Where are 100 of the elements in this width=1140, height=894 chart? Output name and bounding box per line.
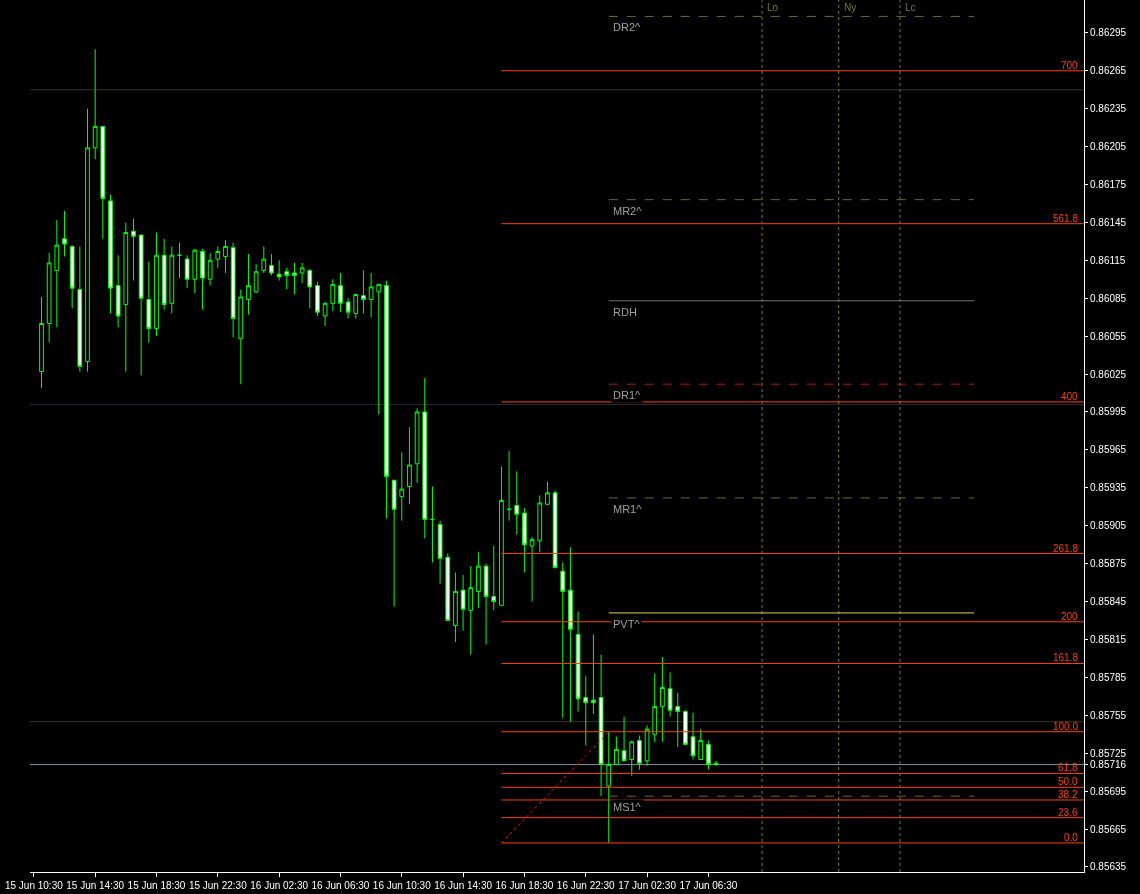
x-tick-label: 16 Jun 06:30 — [311, 880, 370, 891]
series-label: 0.0 — [1064, 832, 1079, 843]
candlestick — [468, 565, 474, 656]
candlestick — [215, 245, 221, 269]
candlestick — [606, 731, 612, 844]
candlestick — [46, 252, 52, 343]
y-tick-label: 0.85995 — [1090, 406, 1127, 418]
candlestick — [108, 194, 113, 314]
y-tick-label: 0.86025 — [1090, 368, 1127, 380]
candlestick — [230, 242, 236, 338]
candlestick — [422, 377, 428, 539]
x-tick-label: 16 Jun 22:30 — [556, 880, 616, 891]
candlestick — [207, 252, 213, 287]
x-tick-label: 15 Jun 14:30 — [66, 880, 125, 891]
candlestick — [315, 281, 320, 317]
candlestick — [453, 571, 458, 643]
candlestick — [376, 283, 382, 416]
candlestick — [629, 740, 635, 777]
candlestick — [713, 760, 719, 767]
series-label: 561.8 — [1053, 213, 1079, 224]
x-tick-label: 17 Jun 06:30 — [679, 880, 738, 891]
candlestick — [667, 671, 673, 718]
candlestick — [299, 262, 305, 284]
x-tick-label: 16 Jun 14:30 — [434, 880, 493, 891]
candlestick — [522, 507, 527, 573]
candlestick — [591, 633, 596, 715]
candlestick — [184, 254, 190, 289]
y-tick-label: 0.86265 — [1090, 65, 1127, 77]
candlestick — [683, 709, 688, 745]
candlestick — [154, 232, 159, 337]
x-tick-label: 16 Jun 02:30 — [250, 880, 309, 891]
candlestick — [583, 675, 589, 747]
candlestick — [54, 219, 60, 328]
candlestick — [545, 481, 550, 507]
series-label: 400 — [1061, 391, 1079, 402]
candlestick — [414, 407, 420, 484]
candlestick — [690, 712, 696, 761]
y-tick-label: 0.85815 — [1090, 633, 1127, 645]
series-label: 261.8 — [1053, 543, 1079, 554]
candlestick — [437, 520, 443, 585]
series-label: 61.8 — [1058, 762, 1078, 773]
candlestick — [384, 280, 389, 519]
series-label: PVT^ — [613, 618, 641, 630]
candlestick — [284, 267, 290, 290]
y-tick-label: 0.86055 — [1090, 330, 1127, 342]
x-tick-label: 15 Jun 18:30 — [127, 880, 186, 891]
candlestick — [292, 262, 297, 295]
y-tick-label: 0.86295 — [1090, 27, 1127, 39]
candlestick — [575, 611, 581, 712]
candlestick — [499, 465, 504, 606]
candlestick — [537, 494, 543, 553]
candlestick — [69, 244, 75, 309]
series-label: MS1^ — [613, 801, 642, 813]
candlestick — [330, 278, 336, 312]
y-tick-label: 0.85845 — [1090, 596, 1127, 608]
series-label: 23.6 — [1058, 807, 1078, 818]
candlestick — [115, 254, 121, 328]
candlestick — [307, 268, 313, 309]
candlestick — [476, 551, 481, 609]
y-tick-label: 0.86235 — [1090, 103, 1127, 115]
candlestick — [552, 489, 558, 570]
candlestick — [407, 426, 412, 505]
candlestick — [223, 239, 228, 274]
candlestick — [345, 297, 351, 319]
series-label: 200 — [1061, 611, 1079, 622]
candlestick — [276, 259, 282, 282]
x-tick-label: 15 Jun 10:30 — [4, 880, 64, 891]
y-tick-label: 0.85755 — [1090, 709, 1127, 721]
y-tick-label: 0.86175 — [1090, 179, 1127, 191]
ref-line-label: Ny — [844, 2, 857, 13]
candlestick — [614, 736, 619, 766]
ref-line-label: Lo — [767, 2, 779, 13]
candlestick — [322, 301, 328, 327]
candlestick — [399, 451, 405, 522]
candlestick — [85, 108, 90, 373]
candlestick — [391, 479, 397, 608]
candlestick — [568, 546, 573, 723]
candlestick — [146, 261, 152, 343]
series-label: 38.2 — [1058, 789, 1078, 800]
y-tick-label: 0.85965 — [1090, 444, 1127, 456]
x-tick-label: 16 Jun 10:30 — [372, 880, 432, 891]
candlestick — [200, 248, 205, 311]
series-label: DR1^ — [613, 389, 642, 401]
y-tick-label: 0.86205 — [1090, 141, 1127, 153]
candlestick — [621, 716, 627, 762]
series-label: 50.0 — [1058, 776, 1078, 787]
candlestick — [261, 245, 267, 274]
candlestick — [514, 470, 520, 536]
y-tick-label: 0.85935 — [1090, 482, 1127, 494]
candlestick — [192, 248, 198, 294]
series-label: 700 — [1061, 60, 1079, 71]
candlestick — [169, 245, 175, 314]
candlestick — [39, 296, 44, 389]
candlestick — [706, 740, 711, 771]
x-tick-label: 15 Jun 22:30 — [188, 880, 248, 891]
candlestick — [177, 242, 182, 279]
candlestick — [652, 673, 658, 743]
ref-line-label: Lc — [905, 2, 916, 13]
candlestick — [131, 218, 136, 282]
y-tick-label: 0.85875 — [1090, 558, 1127, 570]
